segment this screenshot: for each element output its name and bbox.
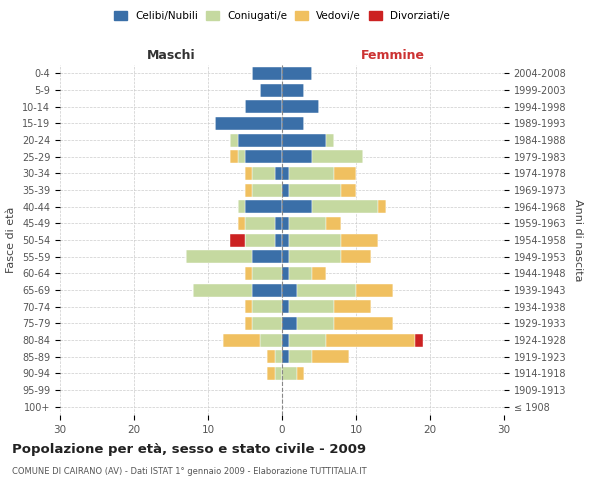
Bar bbox=[253, 267, 282, 280]
Bar bbox=[289, 267, 311, 280]
Bar bbox=[289, 167, 334, 180]
Bar bbox=[341, 184, 356, 196]
Bar bbox=[378, 200, 386, 213]
Bar bbox=[282, 134, 326, 146]
Bar bbox=[275, 217, 282, 230]
Bar bbox=[282, 367, 297, 380]
Bar bbox=[245, 167, 253, 180]
Bar bbox=[282, 250, 289, 263]
Bar bbox=[253, 184, 282, 196]
Bar bbox=[275, 234, 282, 246]
Bar bbox=[282, 184, 289, 196]
Bar bbox=[238, 200, 245, 213]
Bar bbox=[282, 234, 289, 246]
Bar bbox=[245, 100, 282, 113]
Bar bbox=[282, 300, 289, 313]
Bar bbox=[230, 234, 245, 246]
Bar bbox=[282, 284, 297, 296]
Bar bbox=[282, 350, 289, 363]
Bar bbox=[245, 184, 253, 196]
Bar bbox=[245, 200, 282, 213]
Bar bbox=[334, 317, 393, 330]
Bar bbox=[282, 217, 289, 230]
Bar bbox=[289, 300, 334, 313]
Bar bbox=[186, 250, 253, 263]
Bar bbox=[215, 117, 282, 130]
Bar bbox=[253, 167, 275, 180]
Bar bbox=[230, 150, 238, 163]
Y-axis label: Fasce di età: Fasce di età bbox=[7, 207, 16, 273]
Bar bbox=[253, 250, 282, 263]
Bar bbox=[282, 117, 304, 130]
Text: Femmine: Femmine bbox=[361, 48, 425, 62]
Bar bbox=[415, 334, 422, 346]
Bar bbox=[334, 167, 356, 180]
Bar bbox=[253, 67, 282, 80]
Bar bbox=[282, 167, 289, 180]
Y-axis label: Anni di nascita: Anni di nascita bbox=[573, 198, 583, 281]
Bar bbox=[282, 334, 289, 346]
Bar bbox=[238, 150, 245, 163]
Bar bbox=[341, 250, 371, 263]
Bar bbox=[282, 67, 311, 80]
Bar bbox=[245, 317, 253, 330]
Bar bbox=[341, 234, 378, 246]
Bar bbox=[289, 250, 341, 263]
Bar bbox=[326, 217, 341, 230]
Bar bbox=[267, 367, 275, 380]
Bar bbox=[311, 150, 364, 163]
Bar bbox=[282, 100, 319, 113]
Bar bbox=[297, 284, 356, 296]
Bar bbox=[297, 317, 334, 330]
Bar bbox=[334, 300, 371, 313]
Bar bbox=[282, 84, 304, 96]
Text: COMUNE DI CAIRANO (AV) - Dati ISTAT 1° gennaio 2009 - Elaborazione TUTTITALIA.IT: COMUNE DI CAIRANO (AV) - Dati ISTAT 1° g… bbox=[12, 468, 367, 476]
Bar bbox=[253, 317, 282, 330]
Bar bbox=[245, 217, 275, 230]
Bar bbox=[282, 200, 311, 213]
Bar bbox=[245, 267, 253, 280]
Bar bbox=[289, 350, 311, 363]
Bar bbox=[260, 84, 282, 96]
Bar bbox=[289, 334, 326, 346]
Bar bbox=[282, 150, 311, 163]
Bar bbox=[223, 334, 260, 346]
Bar bbox=[253, 284, 282, 296]
Bar bbox=[275, 350, 282, 363]
Text: Popolazione per età, sesso e stato civile - 2009: Popolazione per età, sesso e stato civil… bbox=[12, 442, 366, 456]
Bar bbox=[253, 300, 282, 313]
Bar bbox=[267, 350, 275, 363]
Bar bbox=[245, 150, 282, 163]
Bar bbox=[289, 234, 341, 246]
Bar bbox=[356, 284, 393, 296]
Bar bbox=[311, 350, 349, 363]
Bar bbox=[193, 284, 253, 296]
Bar bbox=[230, 134, 238, 146]
Bar bbox=[238, 217, 245, 230]
Bar bbox=[275, 167, 282, 180]
Bar bbox=[297, 367, 304, 380]
Bar bbox=[260, 334, 282, 346]
Bar bbox=[311, 267, 326, 280]
Bar bbox=[245, 234, 275, 246]
Bar bbox=[245, 300, 253, 313]
Bar bbox=[238, 134, 282, 146]
Bar bbox=[326, 134, 334, 146]
Bar bbox=[311, 200, 378, 213]
Bar bbox=[289, 184, 341, 196]
Bar bbox=[275, 367, 282, 380]
Bar bbox=[289, 217, 326, 230]
Legend: Celibi/Nubili, Coniugati/e, Vedovi/e, Divorziati/e: Celibi/Nubili, Coniugati/e, Vedovi/e, Di… bbox=[111, 8, 453, 24]
Bar bbox=[282, 317, 297, 330]
Bar bbox=[326, 334, 415, 346]
Text: Maschi: Maschi bbox=[146, 48, 196, 62]
Bar bbox=[282, 267, 289, 280]
